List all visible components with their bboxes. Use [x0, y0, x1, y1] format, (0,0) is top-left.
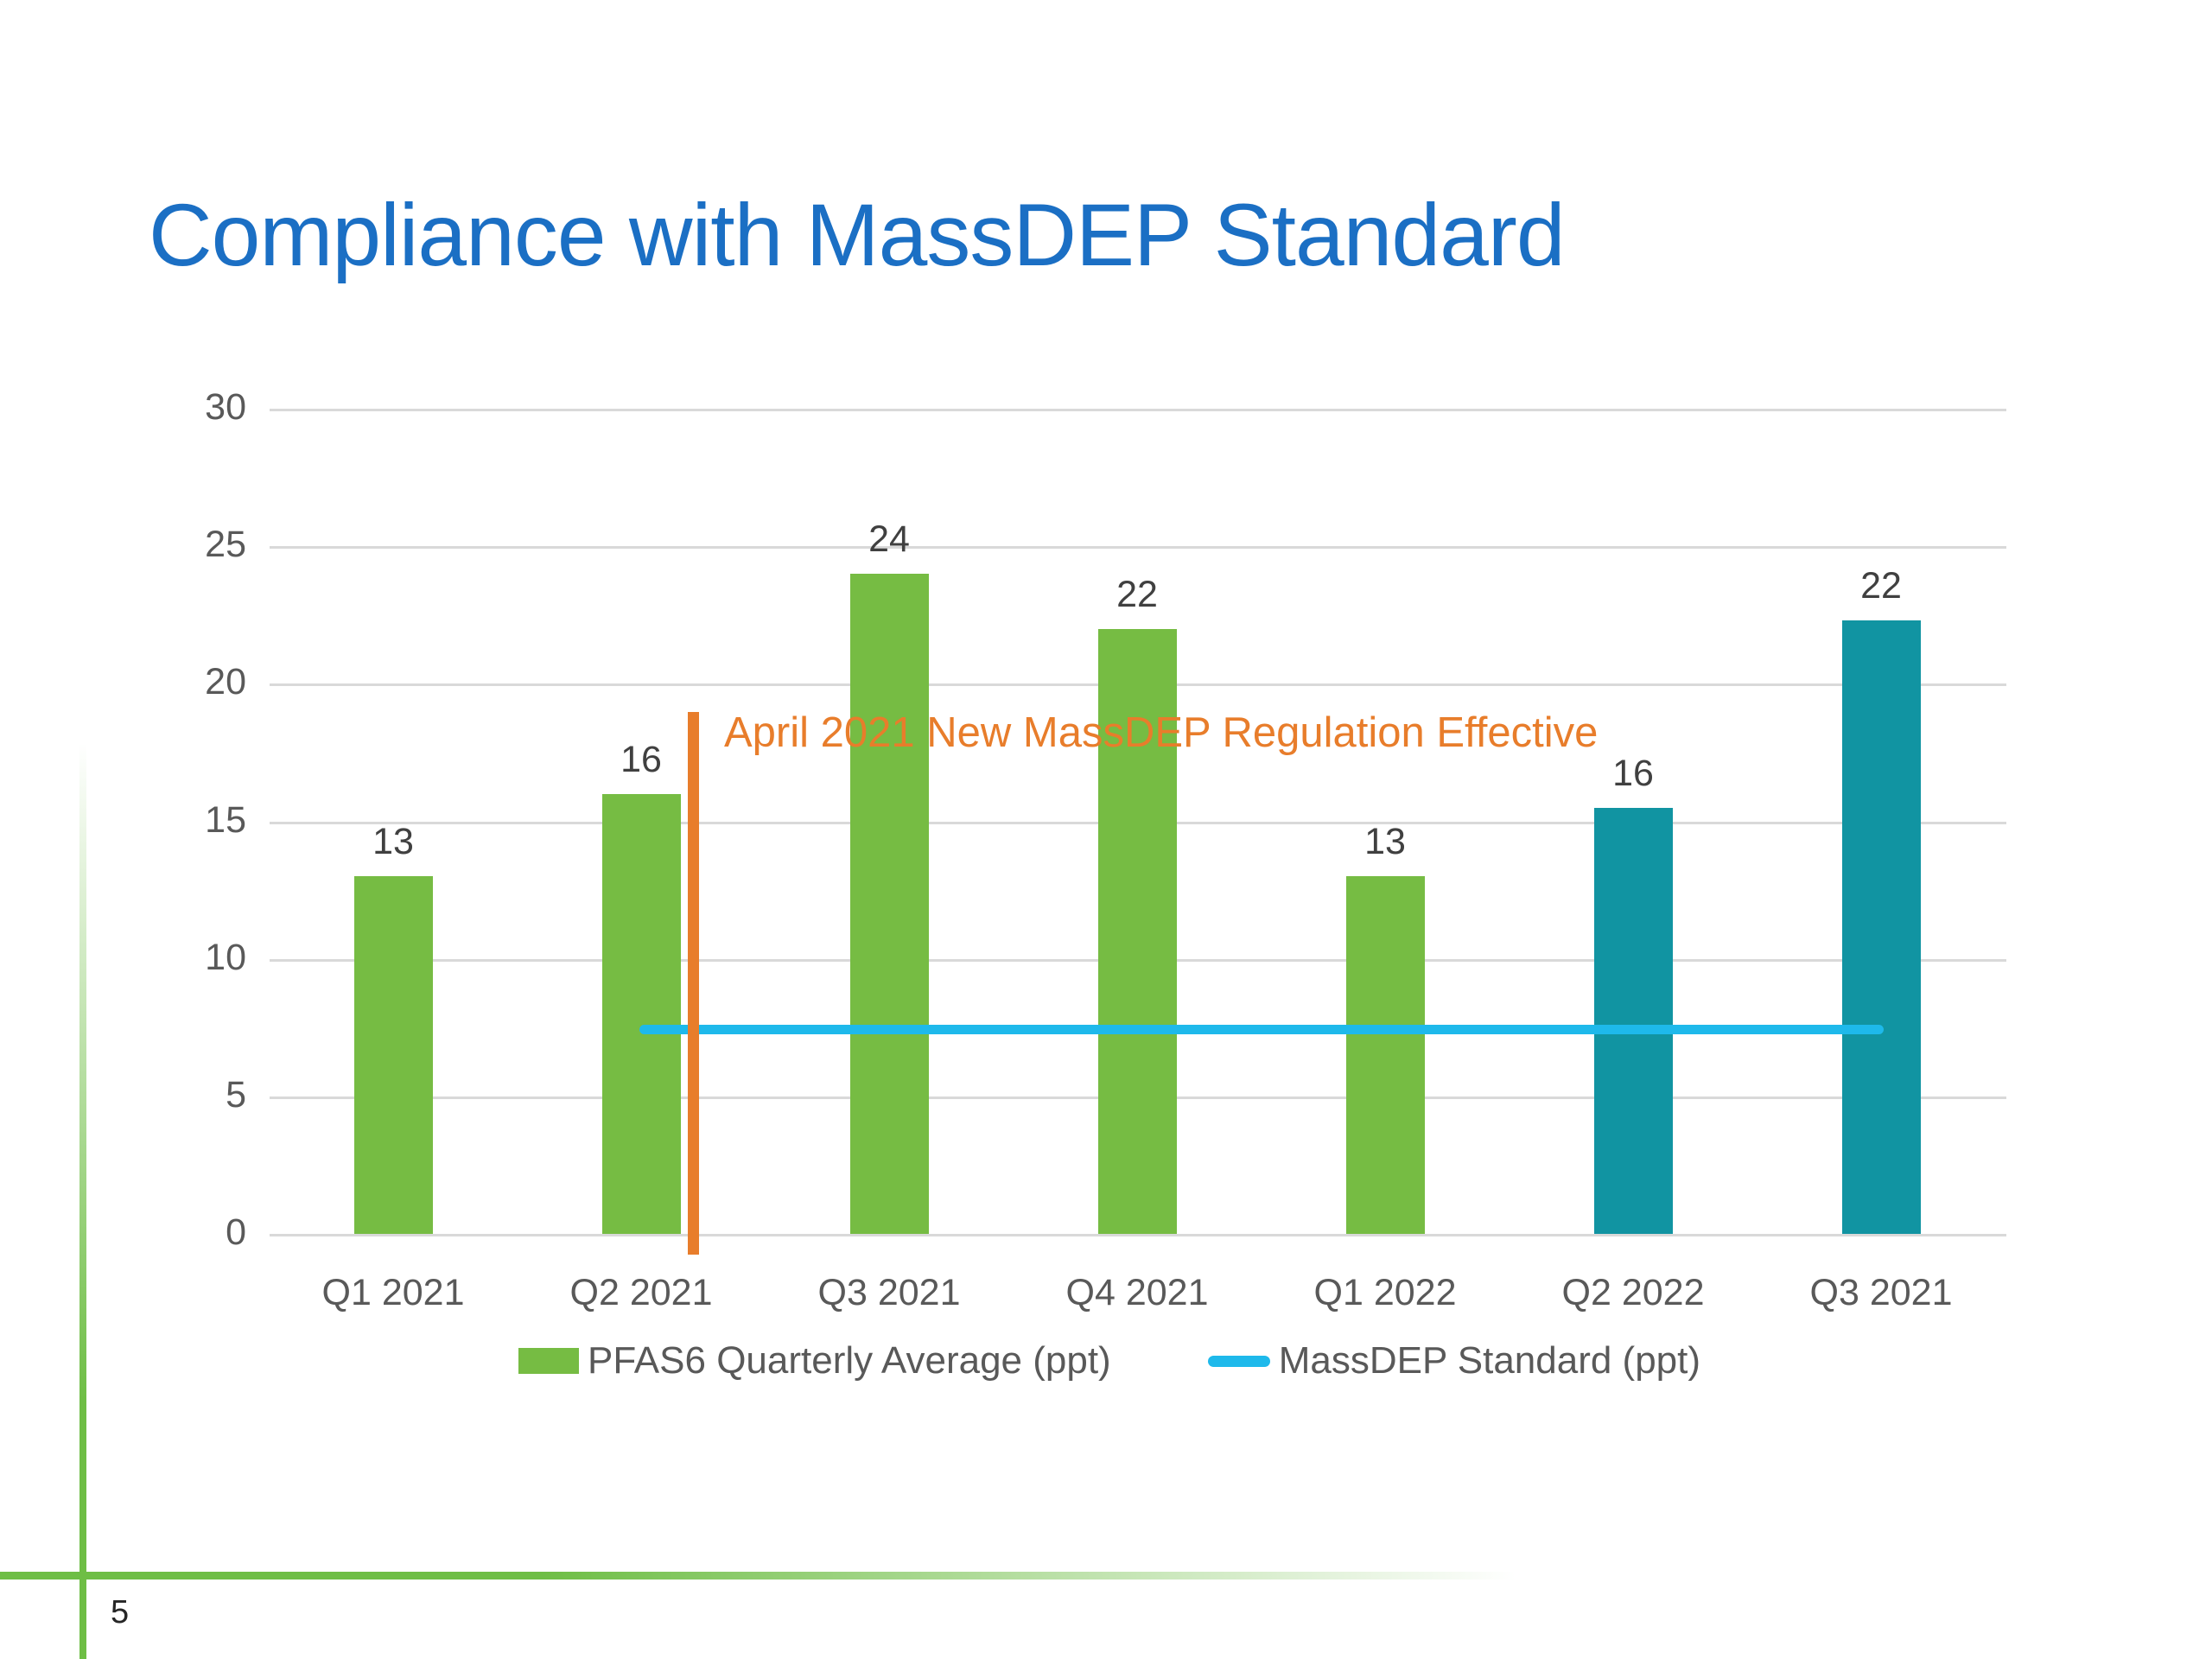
y-axis-tick-30: 30	[205, 386, 246, 428]
footer-green-horizontal-line	[0, 1572, 1547, 1580]
x-axis-label-6: Q3 2021	[1809, 1272, 1953, 1313]
x-axis-label-2: Q3 2021	[817, 1272, 961, 1313]
page-title: Compliance with MassDEP Standard	[149, 186, 1566, 285]
massdep-standard-line	[639, 1025, 1884, 1034]
y-axis-tick-5: 5	[226, 1073, 246, 1116]
chart-legend: PFAS6 Quarterly Average (ppt) MassDEP St…	[518, 1339, 1700, 1382]
footer-green-vertical-line	[79, 743, 86, 1659]
x-axis-label-3: Q4 2021	[1065, 1272, 1209, 1313]
x-axis-label-0: Q1 2021	[321, 1272, 465, 1313]
bar-q2-2022-5	[1593, 807, 1673, 1234]
page-number: 5	[111, 1594, 130, 1630]
y-axis-tick-10: 10	[205, 936, 246, 978]
y-axis-tick-25: 25	[205, 524, 246, 566]
bar-q1-2022-4	[1345, 876, 1425, 1234]
bar-q2-2021-1	[601, 793, 681, 1234]
bar-value-label: 24	[868, 518, 910, 560]
y-axis-tick-15: 15	[205, 798, 246, 841]
legend-item-standard: MassDEP Standard (ppt)	[1207, 1339, 1701, 1382]
legend-item-pfas6: PFAS6 Quarterly Average (ppt)	[518, 1339, 1111, 1382]
bar-q1-2021-0	[353, 876, 433, 1234]
gridline-y-25	[270, 546, 2006, 550]
y-axis-tick-0: 0	[226, 1211, 246, 1253]
legend-label-standard: MassDEP Standard (ppt)	[1278, 1339, 1701, 1382]
regulation-effective-line	[688, 712, 699, 1255]
regulation-annotation-text: April 2021 New MassDEP Regulation Effect…	[724, 709, 1599, 756]
bar-q3-2021-2	[849, 574, 929, 1234]
bar-value-label: 22	[1116, 573, 1158, 615]
bar-value-label: 16	[1612, 752, 1654, 794]
bar-value-label: 22	[1860, 565, 1902, 607]
y-axis-tick-20: 20	[205, 661, 246, 703]
green-bar-swatch-icon	[518, 1348, 579, 1374]
bar-q3-2021-6	[1841, 620, 1921, 1234]
x-axis-label-4: Q1 2022	[1313, 1272, 1457, 1313]
gridline-y-0	[270, 1234, 2006, 1236]
gridline-y-30	[270, 409, 2006, 411]
legend-label-pfas6: PFAS6 Quarterly Average (ppt)	[588, 1339, 1111, 1382]
bar-value-label: 13	[372, 821, 414, 863]
bar-chart: 0 5 10 15 20 25 30 13 Q1 2021 16 Q2 2021 24 Q3 2021 2…	[0, 346, 2212, 1426]
bar-q4-2021-3	[1097, 628, 1177, 1234]
cyan-line-swatch-icon	[1207, 1355, 1270, 1367]
bar-value-label: 16	[620, 738, 662, 780]
footer-blue-gradient-box	[0, 1580, 77, 1659]
bar-value-label: 13	[1364, 821, 1406, 863]
x-axis-label-1: Q2 2021	[569, 1272, 713, 1313]
x-axis-label-5: Q2 2022	[1561, 1272, 1705, 1313]
